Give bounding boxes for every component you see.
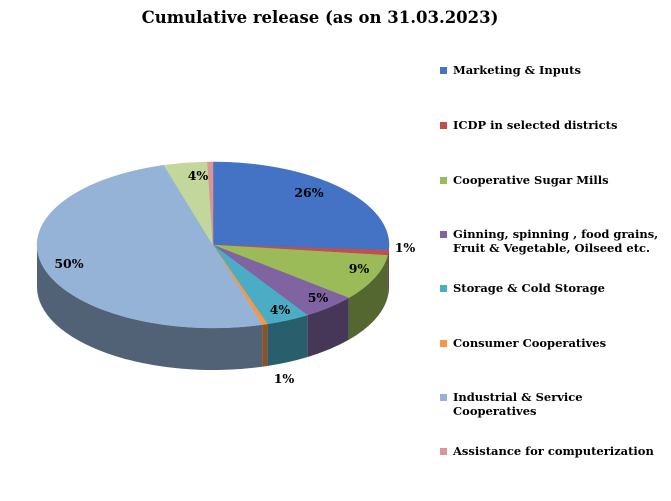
legend-label: Industrial & Service Cooperatives xyxy=(453,390,583,418)
legend-item-2: Cooperative Sugar Mills xyxy=(440,173,665,187)
pie-slice-6 xyxy=(37,165,263,329)
legend-item-8: Assistance for computerization xyxy=(440,444,665,458)
legend-label: Consumer Cooperatives xyxy=(453,336,607,350)
data-label-3: 5% xyxy=(308,290,329,305)
legend-item-3: Ginning, spinning , food grains, Fruit &… xyxy=(440,227,665,255)
data-label-0: 26% xyxy=(294,185,323,200)
legend-swatch xyxy=(440,231,447,238)
legend-swatch xyxy=(440,340,447,347)
chart-title: Cumulative release (as on 31.03.2023) xyxy=(141,8,499,27)
legend-swatch xyxy=(440,285,447,292)
data-label-1: 1% xyxy=(395,240,416,255)
legend-item-6: Industrial & Service Cooperatives xyxy=(440,390,665,418)
data-label-7: 4% xyxy=(188,168,209,183)
legend-swatch xyxy=(440,448,447,455)
legend-swatch xyxy=(440,177,447,184)
data-label-5: 1% xyxy=(274,371,295,386)
pie-slice-8 xyxy=(207,161,214,246)
legend-label: ICDP in selected districts xyxy=(453,118,618,132)
legend-label: Cooperative Sugar Mills xyxy=(453,173,609,187)
data-label-4: 4% xyxy=(270,302,291,317)
legend-item-1: ICDP in selected districts xyxy=(440,118,665,132)
pie-side-6 xyxy=(37,245,263,370)
legend-label: Storage & Cold Storage xyxy=(453,281,605,295)
pie-side-1 xyxy=(387,250,389,298)
pie-side-4 xyxy=(267,315,308,366)
pie-slice-0 xyxy=(212,161,390,251)
legend-swatch xyxy=(440,122,447,129)
legend-label: Ginning, spinning , food grains, Fruit &… xyxy=(453,227,659,255)
legend-swatch xyxy=(440,67,447,74)
pie-side-5 xyxy=(262,323,268,367)
legend-item-5: Consumer Cooperatives xyxy=(440,336,665,350)
legend-swatch xyxy=(440,394,447,401)
pie-side-3 xyxy=(307,297,349,358)
data-label-2: 9% xyxy=(349,261,370,276)
data-label-6: 50% xyxy=(54,256,83,271)
legend-label: Marketing & Inputs xyxy=(453,63,581,77)
pie-slice-2 xyxy=(212,244,388,299)
pie-side-2 xyxy=(348,255,388,340)
legend-item-4: Storage & Cold Storage xyxy=(440,281,665,295)
legend-item-0: Marketing & Inputs xyxy=(440,63,665,77)
legend-label: Assistance for computerization xyxy=(453,444,654,458)
